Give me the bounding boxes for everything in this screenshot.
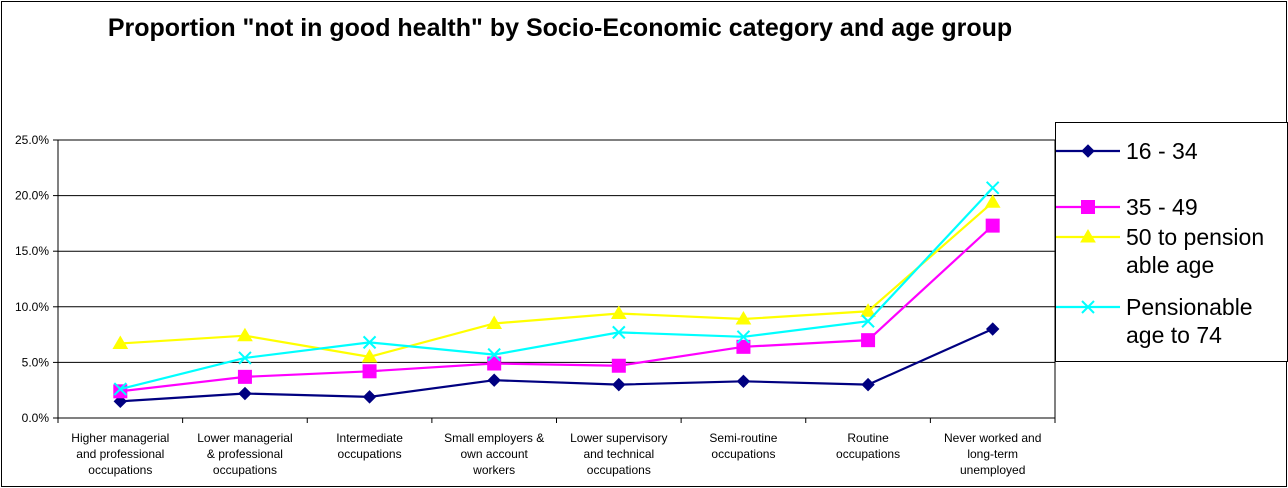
y-tick-label: 20.0%	[15, 189, 49, 203]
data-point-35-49	[237, 369, 252, 384]
marker-stroke	[736, 330, 751, 344]
marker-stroke	[612, 325, 626, 340]
legend-label: 35 - 49	[1126, 194, 1198, 220]
y-tick-label: 10.0%	[15, 300, 49, 314]
series-line-50-to-pension-able-age	[120, 201, 994, 358]
legend-label: 50 to pension able age	[1126, 224, 1265, 278]
data-point-pensionable-age-to-74	[861, 314, 875, 328]
data-point-35-49	[985, 218, 1000, 233]
data-point-16-34	[362, 390, 377, 404]
data-point-pensionable-age-to-74	[238, 351, 252, 365]
data-point-pensionable-age-to-74	[985, 181, 1000, 195]
x-tick-label: Small employers & own account workers	[444, 431, 544, 477]
data-point-35-49	[611, 358, 626, 373]
data-point-pensionable-age-to-74	[487, 347, 501, 362]
legend-key	[1056, 300, 1120, 314]
legend-label: 16 - 34	[1126, 138, 1198, 164]
marker-stroke	[487, 347, 501, 362]
data-point-16-34	[861, 377, 875, 392]
data-point-16-34	[113, 394, 128, 409]
legend-marker	[1080, 229, 1096, 243]
data-point-pensionable-age-to-74	[113, 382, 128, 396]
legend-marker	[1081, 300, 1095, 314]
legend-marker	[1081, 144, 1095, 158]
data-point-16-34	[238, 386, 252, 401]
data-point-pensionable-age-to-74	[362, 335, 377, 350]
marker-stroke	[1081, 300, 1095, 314]
x-tick-label: Lower managerial & professional occupation…	[197, 431, 292, 477]
data-point-50-to-pension-able-age	[486, 315, 503, 329]
x-tick-label: Intermediate occupations	[336, 431, 403, 461]
x-tick-label: Never worked and long-term unemployed	[944, 431, 1041, 477]
data-point-35-49	[487, 356, 502, 371]
marker-stroke	[861, 314, 875, 328]
data-point-50-to-pension-able-age	[735, 311, 752, 325]
x-tick-label: Higher managerial and professional occupat…	[71, 431, 169, 477]
data-point-50-to-pension-able-age	[610, 305, 627, 319]
data-point-35-49	[861, 333, 876, 348]
legend-label: Pensionable age to 74	[1126, 294, 1253, 348]
series-line-35-49	[120, 224, 994, 393]
x-tick-label: Lower supervisory and technical occupation…	[570, 431, 667, 477]
chart-title: Proportion "not in good health" by Socio…	[107, 14, 1013, 42]
legend: 16 - 34 35 - 49 50 to pension able age Pensi…	[1055, 122, 1288, 362]
data-point-35-49	[362, 364, 377, 379]
data-point-pensionable-age-to-74	[736, 330, 751, 344]
data-point-16-34	[736, 374, 751, 389]
legend-key	[1056, 144, 1120, 158]
data-point-35-49	[736, 339, 751, 354]
data-point-50-to-pension-able-age	[361, 348, 378, 363]
data-point-50-to-pension-able-age	[112, 335, 129, 349]
marker-stroke	[985, 181, 1000, 195]
data-point-pensionable-age-to-74	[612, 325, 626, 340]
data-point-16-34	[985, 322, 1000, 336]
data-point-50-to-pension-able-age	[860, 303, 876, 317]
x-tick-label: Routine occupations	[836, 431, 900, 461]
data-point-50-to-pension-able-age	[984, 194, 1001, 208]
data-point-35-49	[113, 384, 128, 399]
data-point-50-to-pension-able-age	[237, 327, 253, 342]
data-point-16-34	[487, 373, 501, 387]
marker-stroke	[362, 335, 377, 350]
series-line-pensionable-age-to-74	[120, 187, 994, 391]
y-tick-label: 15.0%	[15, 244, 49, 258]
series-line-16-34	[120, 328, 994, 403]
y-tick-label: 0.0%	[22, 411, 50, 425]
marker-stroke	[113, 382, 128, 396]
y-tick-label: 25.0%	[15, 133, 49, 147]
marker-stroke	[238, 351, 252, 365]
legend-key	[1056, 229, 1120, 243]
data-point-16-34	[612, 377, 626, 392]
legend-marker	[1081, 200, 1095, 214]
legend-key	[1056, 200, 1120, 214]
y-tick-label: 5.0%	[22, 355, 50, 369]
x-tick-label: Semi-routine occupations	[709, 431, 777, 461]
